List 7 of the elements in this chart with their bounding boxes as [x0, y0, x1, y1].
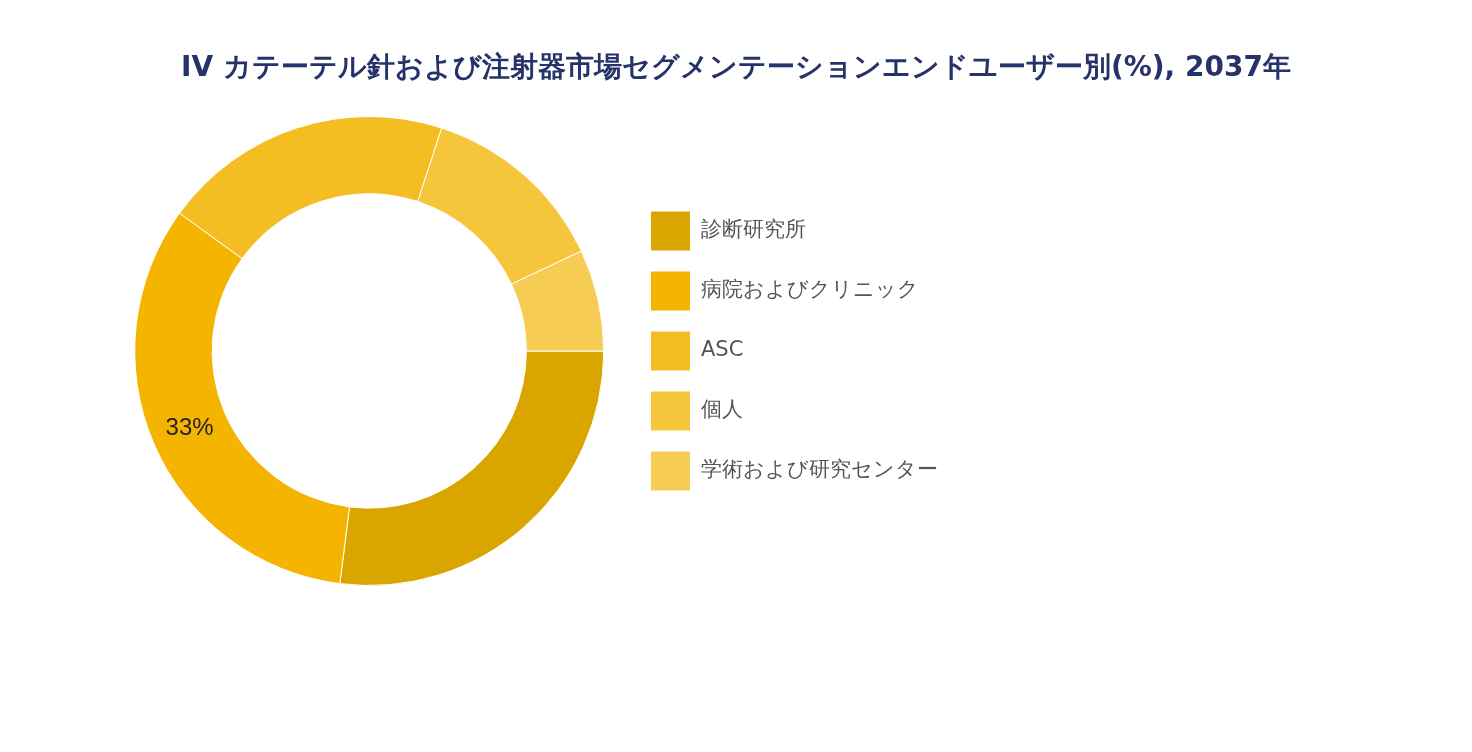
legend-label: 個人	[701, 397, 743, 422]
legend-label: 病院およびクリニック	[701, 277, 919, 302]
data-label: 33%	[165, 413, 214, 441]
legend-label: ASC	[701, 337, 744, 362]
legend-label: 学術および研究センター	[701, 457, 938, 482]
chart-title: IV カテーテル針および注射器市場セグメンテーションエンドユーザー別(%), 2037年	[180, 49, 1292, 85]
legend-label: 診断研究所	[701, 217, 806, 242]
